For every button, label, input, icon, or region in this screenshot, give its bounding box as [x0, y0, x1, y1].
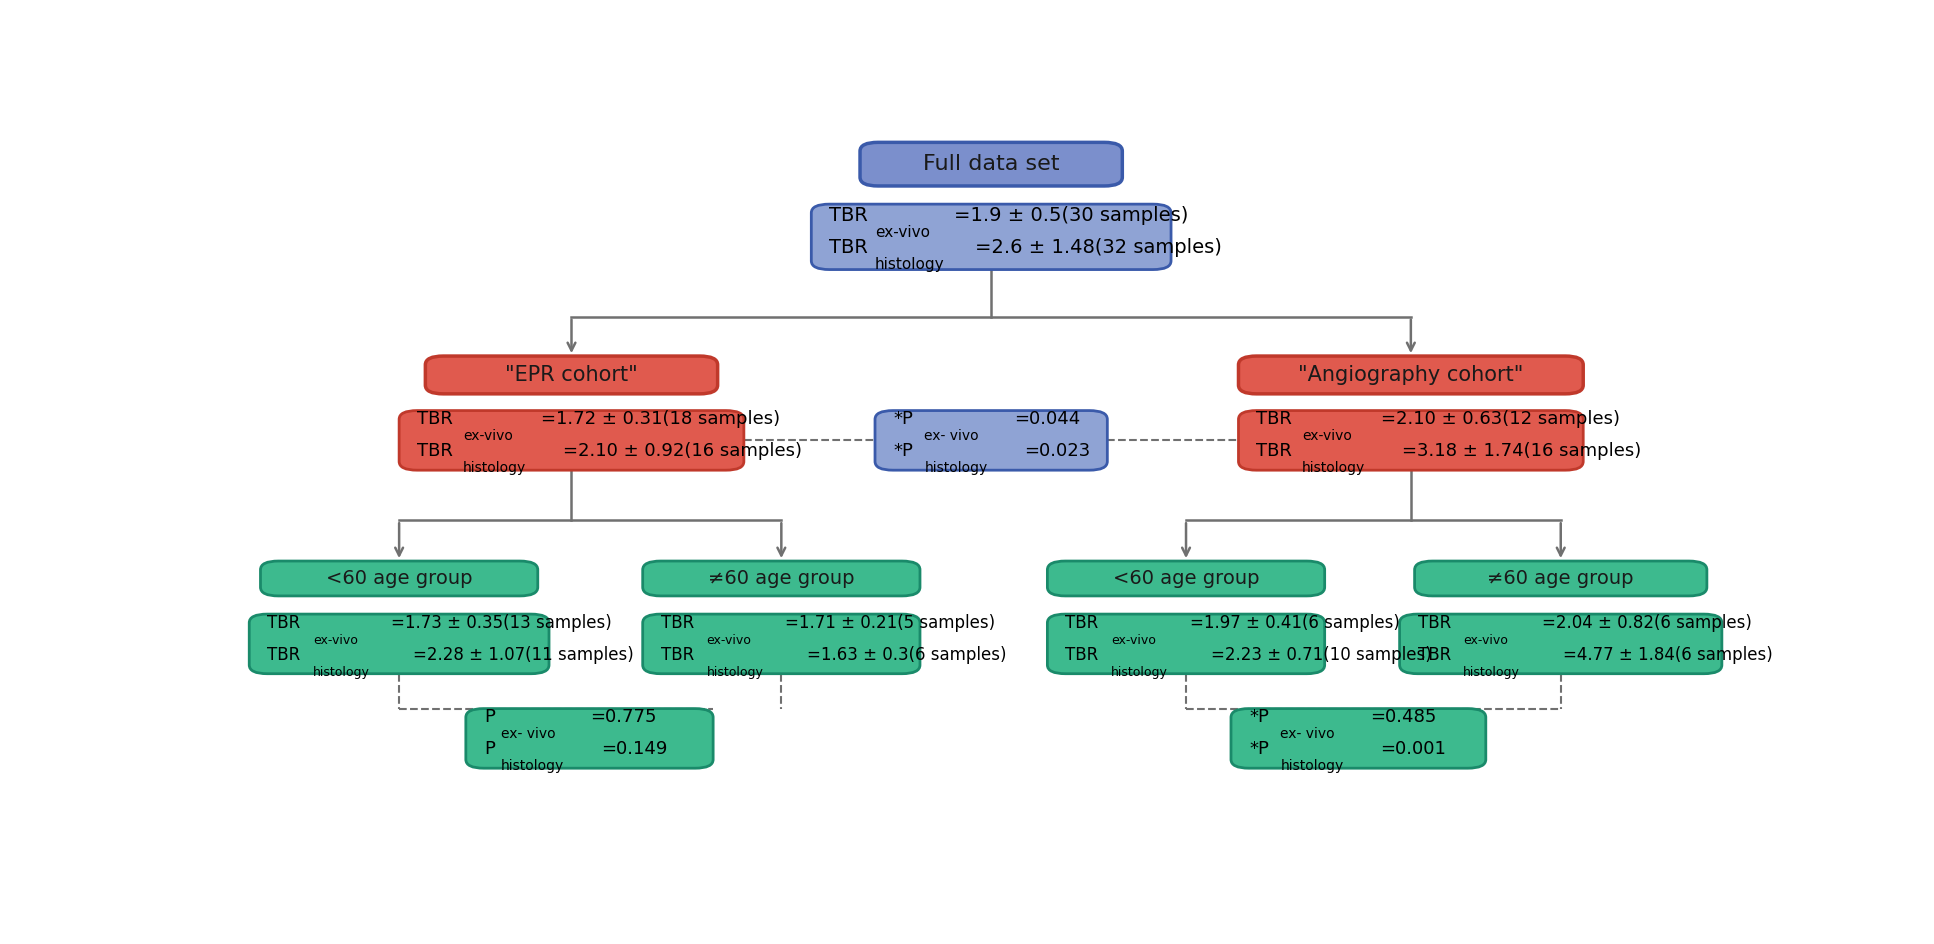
FancyBboxPatch shape [1400, 615, 1721, 674]
Text: <60 age group: <60 age group [327, 569, 472, 588]
FancyBboxPatch shape [1238, 356, 1584, 394]
Text: ex- vivo: ex- vivo [501, 728, 555, 741]
FancyBboxPatch shape [1048, 615, 1325, 674]
Text: =0.023: =0.023 [1025, 443, 1091, 461]
Text: histology: histology [1280, 759, 1344, 773]
Text: =0.775: =0.775 [590, 708, 658, 726]
Text: "EPR cohort": "EPR cohort" [505, 365, 638, 385]
Text: ex-vivo: ex-vivo [462, 430, 513, 444]
Text: TBR: TBR [1418, 614, 1450, 632]
FancyBboxPatch shape [812, 204, 1172, 270]
Text: =0.149: =0.149 [601, 740, 667, 758]
Text: histology: histology [874, 257, 944, 272]
Text: ex- vivo: ex- vivo [1280, 728, 1334, 741]
Text: P: P [484, 740, 495, 758]
Text: Full data set: Full data set [923, 154, 1060, 174]
FancyBboxPatch shape [425, 356, 718, 394]
Text: <60 age group: <60 age group [1112, 569, 1259, 588]
Text: TBR: TBR [267, 646, 300, 664]
FancyBboxPatch shape [398, 411, 745, 470]
FancyBboxPatch shape [642, 561, 921, 596]
Text: ex-vivo: ex-vivo [1112, 634, 1157, 647]
Text: =1.9 ± 0.5(30 samples): =1.9 ± 0.5(30 samples) [953, 206, 1187, 225]
Text: =4.77 ± 1.84(6 samples): =4.77 ± 1.84(6 samples) [1563, 646, 1773, 664]
Text: =2.10 ± 0.63(12 samples): =2.10 ± 0.63(12 samples) [1381, 411, 1621, 429]
Text: =0.044: =0.044 [1013, 411, 1079, 429]
Text: histology: histology [1302, 462, 1365, 476]
FancyBboxPatch shape [1232, 709, 1485, 768]
Text: TBR: TBR [661, 646, 694, 664]
Text: ex-vivo: ex-vivo [1302, 430, 1352, 444]
Text: histology: histology [1112, 666, 1168, 679]
Text: histology: histology [462, 462, 526, 476]
Text: ≠60 age group: ≠60 age group [1487, 569, 1634, 588]
Text: *P: *P [1249, 708, 1269, 726]
Text: histology: histology [924, 462, 988, 476]
Text: =1.72 ± 0.31(18 samples): =1.72 ± 0.31(18 samples) [542, 411, 781, 429]
Text: TBR: TBR [418, 443, 453, 461]
Text: TBR: TBR [418, 411, 453, 429]
Text: TBR: TBR [267, 614, 300, 632]
Text: TBR: TBR [830, 238, 868, 257]
Text: TBR: TBR [1257, 411, 1292, 429]
Text: =2.28 ± 1.07(11 samples): =2.28 ± 1.07(11 samples) [414, 646, 634, 664]
FancyBboxPatch shape [1414, 561, 1708, 596]
Text: ex-vivo: ex-vivo [313, 634, 358, 647]
FancyBboxPatch shape [642, 615, 921, 674]
Text: TBR: TBR [661, 614, 694, 632]
Text: ex-vivo: ex-vivo [1464, 634, 1509, 647]
Text: =2.23 ± 0.71(10 samples): =2.23 ± 0.71(10 samples) [1211, 646, 1431, 664]
Text: =1.97 ± 0.41(6 samples): =1.97 ± 0.41(6 samples) [1189, 614, 1400, 632]
Text: *P: *P [894, 443, 913, 461]
Text: =1.63 ± 0.3(6 samples): =1.63 ± 0.3(6 samples) [806, 646, 1006, 664]
Text: P: P [484, 708, 495, 726]
Text: "Angiography cohort": "Angiography cohort" [1298, 365, 1524, 385]
Text: =2.6 ± 1.48(32 samples): =2.6 ± 1.48(32 samples) [975, 238, 1222, 257]
Text: TBR: TBR [830, 206, 868, 225]
Text: =2.10 ± 0.92(16 samples): =2.10 ± 0.92(16 samples) [563, 443, 803, 461]
FancyBboxPatch shape [1048, 561, 1325, 596]
Text: TBR: TBR [1066, 646, 1099, 664]
Text: TBR: TBR [1257, 443, 1292, 461]
Text: TBR: TBR [1418, 646, 1450, 664]
Text: *P: *P [894, 411, 913, 429]
Text: =1.71 ± 0.21(5 samples): =1.71 ± 0.21(5 samples) [785, 614, 996, 632]
Text: ≠60 age group: ≠60 age group [708, 569, 855, 588]
FancyBboxPatch shape [861, 143, 1122, 186]
Text: ex-vivo: ex-vivo [706, 634, 750, 647]
Text: histology: histology [501, 759, 565, 773]
FancyBboxPatch shape [874, 411, 1108, 470]
FancyBboxPatch shape [1238, 411, 1584, 470]
Text: ex- vivo: ex- vivo [924, 430, 979, 444]
Text: =0.001: =0.001 [1381, 740, 1447, 758]
Text: =1.73 ± 0.35(13 samples): =1.73 ± 0.35(13 samples) [391, 614, 613, 632]
Text: =0.485: =0.485 [1369, 708, 1437, 726]
Text: =3.18 ± 1.74(16 samples): =3.18 ± 1.74(16 samples) [1402, 443, 1642, 461]
FancyBboxPatch shape [466, 709, 714, 768]
FancyBboxPatch shape [249, 615, 549, 674]
Text: histology: histology [313, 666, 369, 679]
Text: TBR: TBR [1066, 614, 1099, 632]
Text: ex-vivo: ex-vivo [874, 225, 930, 240]
Text: =2.04 ± 0.82(6 samples): =2.04 ± 0.82(6 samples) [1541, 614, 1752, 632]
Text: histology: histology [706, 666, 764, 679]
FancyBboxPatch shape [261, 561, 538, 596]
Text: histology: histology [1464, 666, 1520, 679]
Text: *P: *P [1249, 740, 1269, 758]
